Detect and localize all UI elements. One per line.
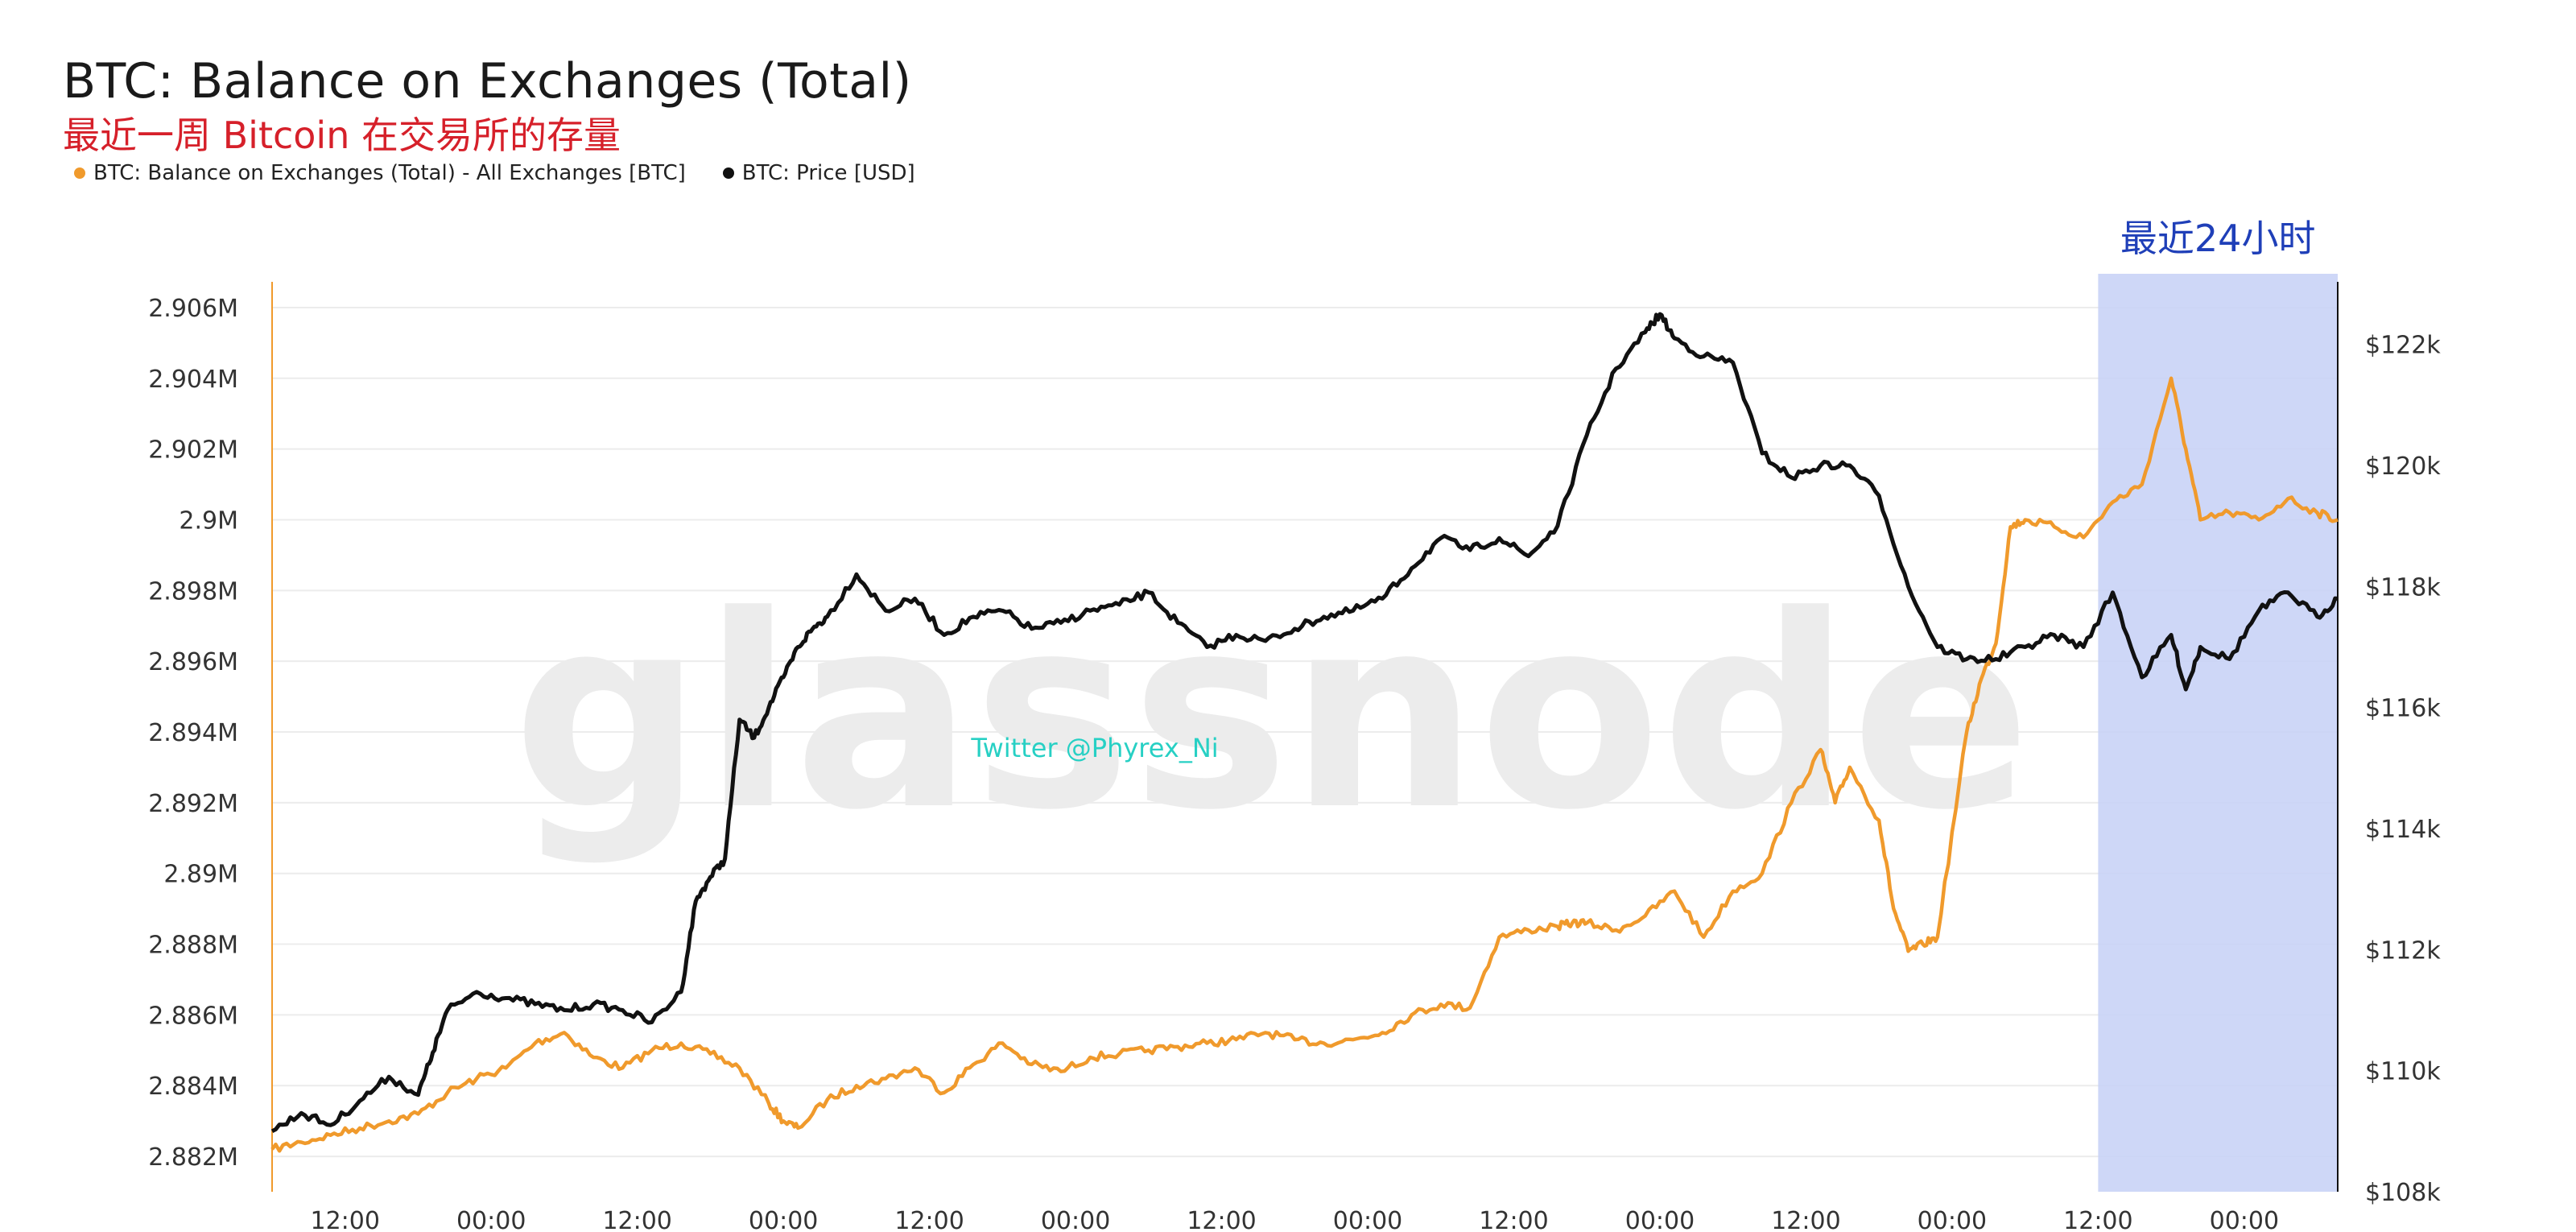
x-tick-label: 12:00: [894, 1207, 964, 1232]
left-tick-label: 2.886M: [148, 1002, 238, 1030]
x-tick-label: 00:00: [1918, 1207, 1987, 1232]
legend-item-price[interactable]: BTC: Price [USD]: [722, 161, 915, 185]
series-line-price: [270, 312, 2339, 1134]
left-tick-label: 2.892M: [148, 790, 238, 818]
right-tick-label: $122k: [2365, 332, 2441, 360]
x-axis-ticks: 12:00 00:00 12:00 00:00 12:00 00:00 12:00 00:00…: [311, 1207, 2280, 1232]
x-tick-label: 12:00: [311, 1207, 380, 1232]
left-tick-label: 2.882M: [148, 1143, 238, 1172]
right-tick-label: $118k: [2365, 573, 2441, 602]
highlight-label: 最近24小时: [2120, 217, 2316, 260]
right-tick-label: $116k: [2365, 695, 2441, 723]
left-axis-ticks: 2.882M 2.884M 2.886M 2.888M 2.89M 2.892M 2.894…: [148, 295, 238, 1172]
x-tick-label: 00:00: [1041, 1207, 1110, 1232]
highlight-band: [2098, 274, 2338, 1192]
watermark: glassnode: [513, 559, 2032, 868]
x-tick-label: 00:00: [2210, 1207, 2279, 1232]
x-tick-label: 12:00: [602, 1207, 671, 1232]
left-tick-label: 2.898M: [148, 577, 238, 606]
left-tick-label: 2.9M: [179, 506, 238, 535]
legend-label-balance: BTC: Balance on Exchanges (Total) - All …: [93, 161, 686, 185]
left-tick-label: 2.894M: [148, 719, 238, 747]
x-tick-label: 00:00: [1625, 1207, 1695, 1232]
legend-dot-price: [722, 167, 734, 179]
left-tick-label: 2.896M: [148, 648, 238, 676]
series-lines: [270, 312, 2339, 1153]
right-tick-label: $112k: [2365, 936, 2441, 965]
right-tick-label: $108k: [2365, 1179, 2441, 1207]
series-line-balance: [270, 376, 2339, 1153]
right-tick-label: $110k: [2365, 1058, 2441, 1086]
legend-item-balance[interactable]: BTC: Balance on Exchanges (Total) - All …: [74, 161, 686, 185]
legend-label-price: BTC: Price [USD]: [741, 161, 915, 185]
left-tick-label: 2.888M: [148, 932, 238, 960]
legend-dot-balance: [74, 167, 85, 179]
x-tick-label: 00:00: [749, 1207, 818, 1232]
chart-title: BTC: Balance on Exchanges (Total): [63, 53, 912, 110]
legend: BTC: Balance on Exchanges (Total) - All …: [74, 161, 915, 185]
axes: [271, 282, 2339, 1192]
x-tick-label: 00:00: [1333, 1207, 1402, 1232]
x-tick-label: 12:00: [1187, 1207, 1256, 1232]
x-tick-label: 12:00: [1771, 1207, 1840, 1232]
x-tick-label: 12:00: [2063, 1207, 2132, 1232]
right-tick-label: $120k: [2365, 453, 2441, 481]
left-tick-label: 2.89M: [163, 861, 238, 889]
left-tick-label: 2.904M: [148, 366, 238, 394]
left-tick-label: 2.902M: [148, 436, 238, 465]
right-axis-ticks: $108k $110k $112k $114k $116k $118k $120k $122k: [2365, 332, 2441, 1207]
x-tick-label: 00:00: [456, 1207, 526, 1232]
left-tick-label: 2.906M: [148, 295, 238, 323]
twitter-credit: Twitter @Phyrex_Ni: [970, 733, 1218, 763]
left-tick-label: 2.884M: [148, 1073, 238, 1101]
right-tick-label: $114k: [2365, 816, 2441, 844]
chart-subtitle: 最近一周 Bitcoin 在交易所的存量: [63, 114, 621, 157]
x-tick-label: 12:00: [1479, 1207, 1548, 1232]
